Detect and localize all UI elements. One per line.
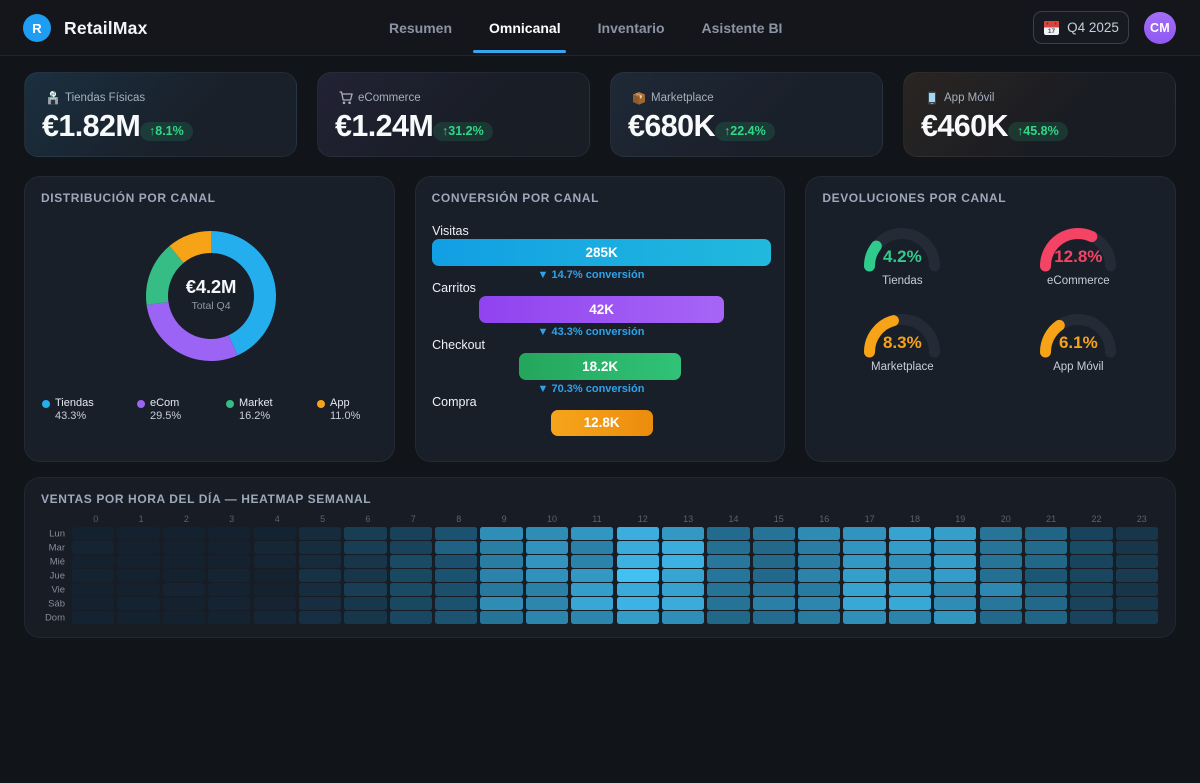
svg-text:24: 24 xyxy=(51,92,55,96)
svg-text:17: 17 xyxy=(1048,28,1056,35)
